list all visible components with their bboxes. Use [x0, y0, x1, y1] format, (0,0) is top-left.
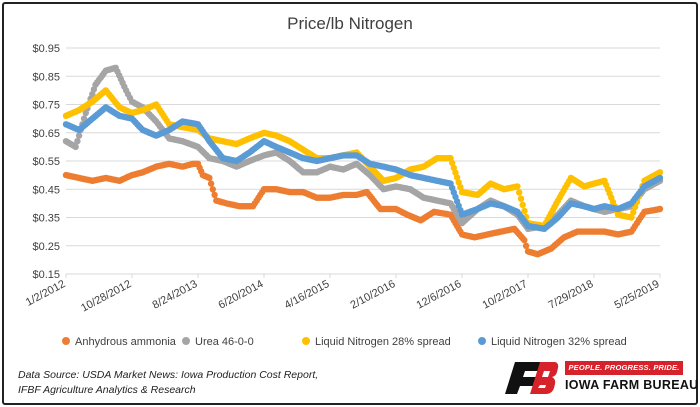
legend-label: Liquid Nitrogen 32% spread — [491, 336, 627, 348]
data-point — [450, 164, 457, 172]
iowa-farm-bureau-logo: PEOPLE. PROGRESS. PRIDE. IOWA FARM BUREA… — [503, 358, 698, 400]
x-tick-label: 6/20/2014 — [217, 278, 266, 312]
data-point — [74, 138, 81, 145]
series-anhydrous — [62, 160, 664, 258]
data-point — [521, 207, 528, 215]
legend-marker — [62, 337, 70, 345]
data-point — [453, 174, 461, 181]
chart-title: Price/lb Nitrogen — [287, 14, 413, 33]
x-tick-label: 4/16/2015 — [283, 278, 332, 312]
y-tick-label: $0.45 — [32, 184, 60, 196]
gridlines — [66, 47, 660, 275]
data-point — [457, 184, 464, 191]
data-point — [75, 132, 83, 139]
x-tick-label: 2/10/2016 — [349, 278, 398, 312]
legend-marker — [478, 337, 486, 345]
data-source-note: Data Source: USDA Market News: Iowa Prod… — [18, 368, 438, 398]
legend: Anhydrous ammonia Urea 46-0-0 Liquid Nitro… — [62, 336, 627, 348]
x-tick-label: 1/2/2012 — [24, 278, 67, 309]
legend-label: Anhydrous ammonia — [75, 336, 177, 348]
data-point — [628, 214, 635, 221]
y-tick-label: $0.75 — [32, 100, 60, 112]
y-tick-label: $0.95 — [32, 43, 60, 55]
legend-label: Liquid Nitrogen 28% spread — [315, 336, 451, 348]
data-point — [209, 186, 216, 193]
data-point — [521, 236, 528, 244]
data-point — [517, 195, 525, 202]
data-points — [62, 64, 664, 258]
y-tick-label: $0.55 — [32, 156, 60, 168]
source-line-1: Data Source: USDA Market News: Iowa Prod… — [18, 369, 319, 381]
y-tick-label: $0.35 — [32, 213, 60, 225]
legend-label: Urea 46-0-0 — [195, 336, 254, 348]
legend-item-liquid28: Liquid Nitrogen 28% spread — [302, 336, 451, 348]
x-tick-label: 10/28/2012 — [79, 278, 133, 314]
farm-bureau-fb-icon — [505, 362, 559, 394]
x-axis-ticks: 1/2/2012 10/28/2012 8/24/2013 6/20/2014 4/16… — [24, 274, 661, 314]
data-point — [656, 169, 664, 176]
data-point — [516, 189, 523, 196]
data-point — [522, 242, 530, 249]
legend-item-liquid32: Liquid Nitrogen 32% spread — [478, 336, 627, 348]
y-tick-label: $0.85 — [32, 71, 60, 83]
data-point — [449, 159, 456, 167]
data-point — [447, 155, 454, 162]
x-tick-label: 10/2/2017 — [481, 278, 530, 312]
x-tick-label: 12/6/2016 — [415, 278, 464, 312]
data-point — [455, 179, 462, 186]
y-tick-label: $0.15 — [32, 269, 60, 281]
legend-marker — [182, 337, 190, 345]
data-point — [206, 174, 213, 182]
data-point — [207, 180, 215, 187]
data-point — [514, 183, 521, 190]
legend-item-anhydrous: Anhydrous ammonia — [62, 336, 177, 348]
x-tick-label: 8/24/2013 — [151, 278, 200, 312]
series-liquid32 — [62, 104, 664, 232]
data-point — [630, 209, 637, 216]
data-point — [72, 143, 79, 151]
y-tick-label: $0.25 — [32, 241, 60, 253]
data-point — [452, 169, 459, 176]
y-axis-ticks: $0.15 $0.25 $0.35 $0.45 $0.55 $0.65 $0.75 $0.85… — [32, 43, 60, 281]
logo-org-name: IOWA FARM BUREAU — [565, 378, 699, 392]
data-point — [211, 191, 218, 199]
data-point — [656, 205, 664, 213]
data-point — [656, 174, 664, 182]
legend-item-urea: Urea 46-0-0 — [182, 336, 254, 348]
y-tick-label: $0.65 — [32, 128, 60, 140]
data-point — [519, 201, 526, 208]
legend-marker — [302, 337, 310, 345]
x-tick-label: 7/29/2018 — [547, 278, 596, 312]
source-line-2: IFBF Agriculture Analytics & Research — [18, 384, 196, 396]
x-tick-label: 5/25/2019 — [613, 278, 662, 312]
logo-tagline: PEOPLE. PROGRESS. PRIDE. — [565, 361, 683, 375]
